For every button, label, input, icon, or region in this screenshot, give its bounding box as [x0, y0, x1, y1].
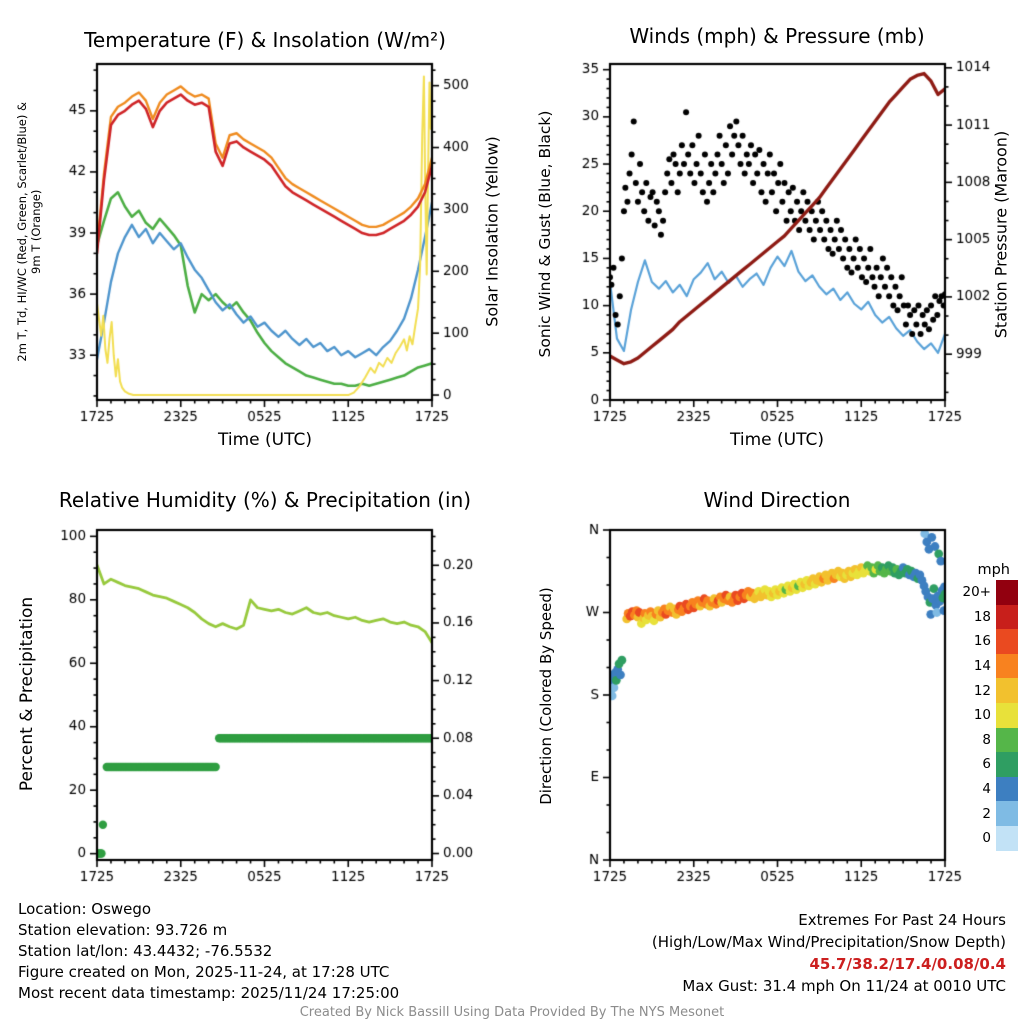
credit-line: Created By Nick Bassill Using Data Provi…: [299, 1005, 725, 1020]
extremes-title: Extremes For Past 24 Hours: [798, 911, 1006, 929]
temp-insolation-xlabel: Time (UTC): [218, 430, 312, 450]
speed-label: 14: [973, 658, 991, 675]
legend-row: 20+: [948, 580, 1018, 605]
data-timestamp: Most recent data timestamp: 2025/11/24 1…: [18, 984, 400, 1002]
wind-direction-plot: [512, 468, 1024, 888]
color-swatch: [996, 653, 1018, 679]
speed-label: 6: [982, 756, 991, 773]
max-gust: Max Gust: 31.4 mph On 11/24 at 0010 UTC: [682, 977, 1006, 995]
speed-label: 12: [973, 682, 991, 699]
speed-label: 16: [973, 633, 991, 650]
station-latlon: Station lat/lon: 43.4432; -76.5532: [18, 942, 273, 960]
legend-row: 4: [948, 776, 1018, 802]
color-swatch: [996, 702, 1018, 728]
speed-label: 20+: [962, 584, 992, 601]
legend-row: 0: [948, 825, 1018, 851]
speed-label: 0: [982, 830, 991, 847]
speed-label: 10: [973, 707, 991, 724]
legend-row: 6: [948, 752, 1018, 777]
rh-precip-plot: [0, 468, 512, 888]
legend-rows: 20+ 18 16 14 12 10 8 6 4 2 0: [948, 580, 1018, 851]
color-swatch: [996, 604, 1018, 630]
legend-row: 18: [948, 604, 1018, 630]
winds-pressure-xlabel: Time (UTC): [730, 430, 824, 450]
legend-row: 8: [948, 727, 1018, 753]
station-elevation: Station elevation: 93.726 m: [18, 921, 228, 939]
speed-label: 18: [973, 608, 991, 625]
extremes-values: 45.7/38.2/17.4/0.08/0.4: [809, 955, 1006, 973]
color-swatch: [996, 678, 1018, 703]
winds-pressure-plot: [512, 0, 1024, 462]
color-swatch: [996, 825, 1018, 851]
color-swatch: [996, 629, 1018, 654]
legend-row: 2: [948, 801, 1018, 826]
color-swatch: [996, 580, 1018, 605]
speed-label: 8: [982, 731, 991, 748]
speed-label: 2: [982, 805, 991, 822]
color-swatch: [996, 727, 1018, 753]
station-location: Location: Oswego: [18, 900, 152, 918]
legend-title: mph: [977, 562, 1010, 578]
extremes-subtitle: (High/Low/Max Wind/Precipitation/Snow De…: [651, 933, 1006, 951]
legend-row: 14: [948, 653, 1018, 679]
temp-insolation-plot: [0, 0, 512, 462]
color-swatch: [996, 752, 1018, 777]
color-swatch: [996, 801, 1018, 826]
wind-speed-legend: mph 20+ 18 16 14 12 10 8 6 4 2 0: [948, 562, 1018, 851]
legend-row: 16: [948, 629, 1018, 654]
speed-label: 4: [982, 781, 991, 798]
figure-created: Figure created on Mon, 2025-11-24, at 17…: [18, 963, 390, 981]
station-info: Location: Oswego Station elevation: 93.7…: [18, 899, 399, 1004]
color-swatch: [996, 776, 1018, 802]
legend-row: 10: [948, 702, 1018, 728]
extremes-block: Extremes For Past 24 Hours (High/Low/Max…: [652, 909, 1006, 997]
legend-row: 12: [948, 678, 1018, 703]
